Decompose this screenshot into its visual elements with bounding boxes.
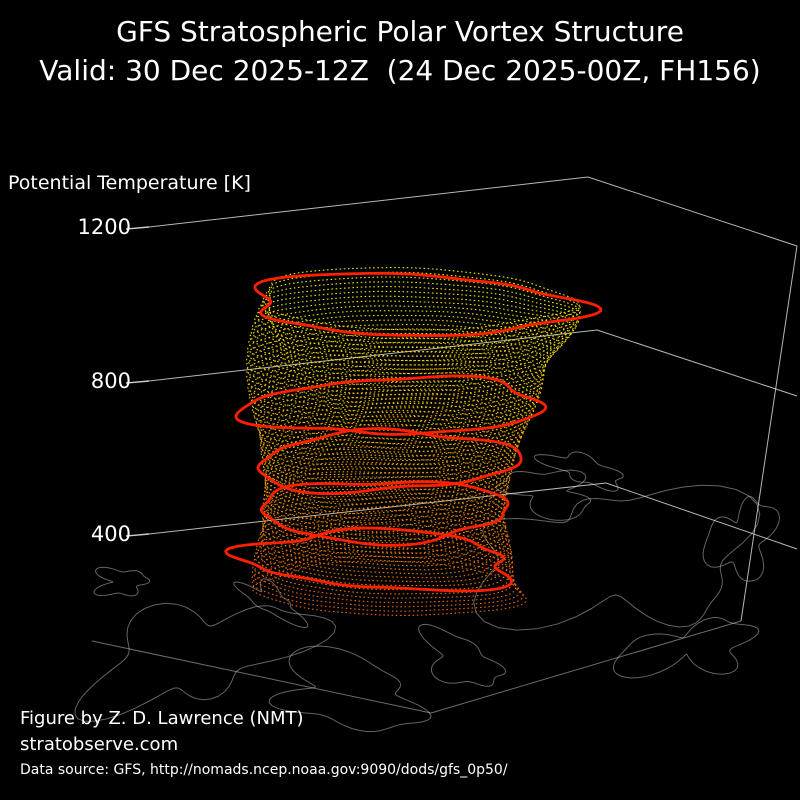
z-tick-1200: 1200 xyxy=(77,215,131,239)
title-line-2: Valid: 30 Dec 2025-12Z (24 Dec 2025-00Z,… xyxy=(39,54,761,87)
credit-data-source: Data source: GFS, http://nomads.ncep.noa… xyxy=(20,762,508,778)
credit-website: stratobserve.com xyxy=(20,734,179,755)
title-line-1: GFS Stratospheric Polar Vortex Structure xyxy=(116,15,684,48)
figure-title: GFS Stratospheric Polar Vortex Structure… xyxy=(0,12,800,90)
z-tick-400: 400 xyxy=(90,522,131,546)
z-axis-label: Potential Temperature [K] xyxy=(8,172,251,194)
credit-author: Figure by Z. D. Lawrence (NMT) xyxy=(20,708,304,729)
z-tick-800: 800 xyxy=(90,369,131,393)
